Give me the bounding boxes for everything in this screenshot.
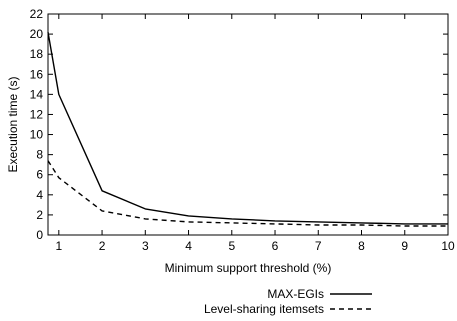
x-tick-label: 7: [315, 239, 322, 253]
y-tick-label: 18: [30, 47, 44, 61]
series-line-level-sharing: [47, 160, 448, 227]
y-tick-label: 20: [30, 27, 44, 41]
x-tick-label: 6: [272, 239, 279, 253]
y-axis-title: Execution time (s): [6, 76, 20, 172]
y-tick-label: 12: [30, 107, 44, 121]
y-tick-label: 6: [36, 168, 43, 182]
series-lines: [47, 31, 448, 227]
x-tick-label: 3: [142, 239, 149, 253]
x-tick-label: 9: [401, 239, 408, 253]
y-tick-label: 4: [36, 188, 43, 202]
x-tick-label: 8: [358, 239, 365, 253]
series-line-max-egis: [47, 31, 448, 225]
y-tick-label: 16: [30, 67, 44, 81]
y-tick-label: 2: [36, 208, 43, 222]
y-tick-label: 0: [36, 228, 43, 242]
x-axis-ticks: 1 2 3 4 5 6 7 8 9 10: [55, 14, 455, 253]
x-tick-label: 10: [441, 239, 455, 253]
x-tick-label: 4: [185, 239, 192, 253]
plot-area: [47, 13, 449, 236]
y-tick-label: 14: [30, 87, 44, 101]
y-tick-label: 22: [30, 7, 44, 21]
plot-frame: [47, 13, 449, 236]
x-tick-label: 5: [228, 239, 235, 253]
x-tick-label: 1: [55, 239, 62, 253]
legend-label-max-egis: MAX-EGIs: [267, 287, 324, 301]
y-axis-ticks: 0 2 4 6 8 10 12 14 16 18 20 22: [30, 7, 448, 242]
legend-label-level-sharing: Level-sharing itemsets: [204, 302, 324, 316]
x-axis-title: Minimum support threshold (%): [165, 261, 332, 275]
x-tick-label: 2: [99, 239, 106, 253]
legend: MAX-EGIs Level-sharing itemsets: [204, 287, 372, 316]
y-tick-label: 10: [30, 128, 44, 142]
y-tick-label: 8: [36, 148, 43, 162]
